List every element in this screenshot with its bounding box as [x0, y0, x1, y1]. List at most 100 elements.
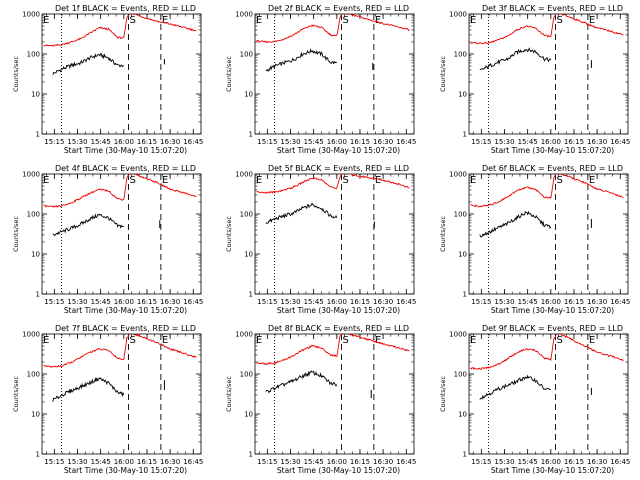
events-series	[479, 47, 552, 71]
y-tick-label: 1	[249, 291, 253, 299]
x-tick-label: 16:00	[114, 298, 134, 306]
x-tick-label: 16:15	[564, 138, 584, 146]
plot-frame	[468, 13, 629, 135]
chart-title: Det 8f BLACK = Events, RED = LLD	[268, 324, 409, 333]
x-tick-label: 15:30	[280, 298, 300, 306]
y-tick-label: 1000	[449, 11, 467, 19]
y-tick-label: 10	[244, 251, 253, 259]
events-series	[52, 213, 125, 236]
marker-label-S: S	[556, 175, 562, 186]
x-axis-label: Start Time (30-May-10 15:07:20)	[491, 306, 614, 315]
lld-series	[470, 334, 624, 370]
marker-label-E: E	[162, 15, 168, 26]
x-tick-label: 16:15	[137, 458, 157, 466]
marker-label-E: E	[43, 15, 49, 26]
marker-label-E: E	[43, 175, 49, 186]
y-axis-label: Counts/sec	[439, 56, 447, 92]
lld-series	[470, 14, 624, 45]
marker-label-S: S	[129, 335, 135, 346]
y-tick-label: 100	[454, 211, 467, 219]
x-tick-label: 16:00	[541, 138, 561, 146]
x-tick-label: 16:30	[373, 138, 393, 146]
x-tick-label: 16:15	[350, 138, 370, 146]
chart-panel-7: Det 7f BLACK = Events, RED = LLD 1 10 100 10…	[12, 324, 203, 475]
x-tick-label: 16:45	[183, 138, 203, 146]
marker-label-S: S	[556, 15, 562, 26]
y-axis-label: Counts/sec	[439, 376, 447, 412]
x-tick-label: 16:45	[610, 298, 630, 306]
x-tick-label: 16:30	[587, 298, 607, 306]
chart-panel-2: Det 2f BLACK = Events, RED = LLD 1 10 100 10…	[225, 4, 416, 155]
y-tick-label: 100	[27, 211, 40, 219]
marker-label-E: E	[470, 15, 476, 26]
x-tick-label: 15:15	[44, 138, 64, 146]
x-tick-label: 15:15	[44, 458, 64, 466]
x-tick-label: 15:15	[257, 138, 277, 146]
marker-label-S: S	[342, 335, 348, 346]
x-tick-label: 15:15	[471, 138, 491, 146]
x-axis-label: Start Time (30-May-10 15:07:20)	[491, 466, 614, 475]
plot-frame	[41, 13, 202, 135]
x-tick-label: 16:00	[541, 298, 561, 306]
lld-series	[256, 334, 410, 366]
marker-label-S: S	[342, 15, 348, 26]
x-axis-label: Start Time (30-May-10 15:07:20)	[277, 466, 400, 475]
y-tick-label: 1000	[22, 331, 40, 339]
y-tick-label: 1000	[235, 11, 253, 19]
plot-frame	[468, 173, 629, 295]
chart-panel-5: Det 5f BLACK = Events, RED = LLD 1 10 100 10…	[225, 164, 416, 315]
marker-label-S: S	[342, 175, 348, 186]
y-tick-label: 10	[31, 91, 40, 99]
x-tick-label: 15:45	[518, 298, 538, 306]
events-series	[52, 376, 125, 403]
plot-frame	[254, 173, 415, 295]
y-tick-label: 10	[31, 411, 40, 419]
chart-panel-8: Det 8f BLACK = Events, RED = LLD 1 10 100 10…	[225, 324, 416, 475]
x-tick-label: 16:00	[327, 298, 347, 306]
events-series	[479, 374, 552, 400]
events-series	[479, 210, 552, 238]
y-tick-label: 1000	[235, 331, 253, 339]
y-tick-label: 1	[36, 451, 40, 459]
y-tick-label: 1000	[22, 171, 40, 179]
x-tick-label: 15:30	[67, 138, 87, 146]
chart-panel-4: Det 4f BLACK = Events, RED = LLD 1 10 100 10…	[12, 164, 203, 315]
x-tick-label: 15:45	[91, 458, 111, 466]
marker-label-E: E	[162, 175, 168, 186]
y-tick-label: 1000	[22, 11, 40, 19]
y-axis-label: Counts/sec	[225, 376, 233, 412]
lld-series	[43, 174, 197, 208]
lld-series	[43, 14, 197, 47]
y-axis-label: Counts/sec	[439, 216, 447, 252]
marker-label-E: E	[375, 15, 381, 26]
x-axis-label: Start Time (30-May-10 15:07:20)	[277, 146, 400, 155]
x-tick-label: 16:15	[564, 458, 584, 466]
x-tick-label: 15:45	[518, 138, 538, 146]
events-series	[265, 47, 338, 72]
x-tick-label: 15:30	[494, 458, 514, 466]
y-tick-label: 100	[27, 371, 40, 379]
y-tick-label: 10	[244, 411, 253, 419]
x-axis-label: Start Time (30-May-10 15:07:20)	[491, 146, 614, 155]
x-tick-label: 16:30	[587, 138, 607, 146]
chart-title: Det 5f BLACK = Events, RED = LLD	[268, 164, 409, 173]
y-tick-label: 100	[240, 211, 253, 219]
y-axis-label: Counts/sec	[12, 56, 20, 92]
lld-series	[256, 174, 410, 194]
x-tick-label: 15:15	[44, 298, 64, 306]
y-tick-label: 1000	[449, 331, 467, 339]
x-tick-label: 16:45	[610, 458, 630, 466]
marker-label-E: E	[470, 175, 476, 186]
x-tick-label: 15:45	[304, 458, 324, 466]
y-tick-label: 10	[31, 251, 40, 259]
x-tick-label: 16:45	[396, 298, 416, 306]
x-tick-label: 15:45	[304, 298, 324, 306]
events-series	[265, 202, 338, 224]
x-tick-label: 15:15	[257, 298, 277, 306]
plot-frame	[41, 173, 202, 295]
x-tick-label: 16:00	[327, 138, 347, 146]
chart-title: Det 3f BLACK = Events, RED = LLD	[482, 4, 623, 13]
y-tick-label: 1000	[235, 171, 253, 179]
chart-panel-1: Det 1f BLACK = Events, RED = LLD 1 10 100 10…	[12, 4, 203, 155]
